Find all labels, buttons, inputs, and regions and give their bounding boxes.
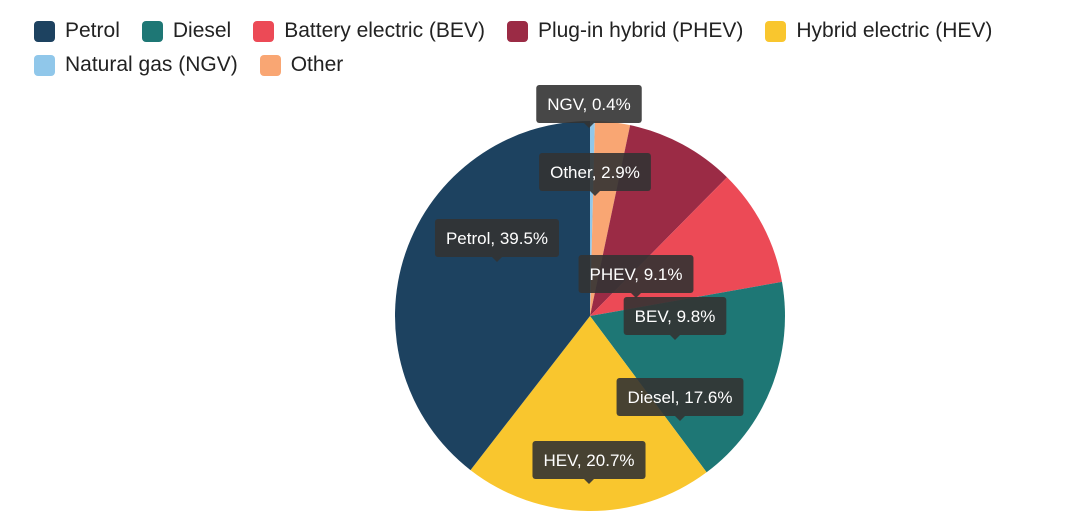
- pie-slice-petrol[interactable]: [395, 121, 590, 471]
- slice-label-pointer-bev: [670, 335, 680, 340]
- slice-label-pointer-other: [590, 191, 600, 196]
- legend-label-bev: Battery electric (BEV): [284, 19, 485, 42]
- legend-swatch-diesel: [141, 20, 163, 42]
- slice-label-box-petrol: [434, 219, 560, 257]
- slice-label-box-phev: [578, 255, 694, 293]
- slice-label-other: Other, 2.9%: [539, 153, 651, 196]
- slice-label-box-hev: [532, 441, 646, 479]
- slice-label-box-bev: [623, 297, 727, 335]
- legend-swatch-ngv: [34, 54, 55, 76]
- slice-label-petrol: Petrol, 39.5%: [434, 219, 560, 262]
- slice-label-box-ngv: [536, 85, 642, 123]
- slice-label-text-diesel: Diesel, 17.6%: [628, 388, 733, 407]
- slice-label-pointer-petrol: [492, 257, 502, 262]
- slice-label-hev: HEV, 20.7%: [532, 441, 646, 484]
- legend-swatch-hev: [765, 20, 787, 42]
- slice-label-pointer-hev: [584, 479, 594, 484]
- legend-swatch-other: [259, 54, 281, 76]
- legend-label-petrol: Petrol: [65, 19, 120, 42]
- legend-item-hev[interactable]: Hybrid electric (HEV): [765, 18, 992, 44]
- slice-label-phev: PHEV, 9.1%: [578, 255, 694, 298]
- slice-label-text-ngv: NGV, 0.4%: [547, 95, 630, 114]
- slice-label-pointer-phev: [631, 293, 641, 298]
- slice-label-diesel: Diesel, 17.6%: [616, 378, 744, 421]
- slice-label-bev: BEV, 9.8%: [623, 297, 727, 340]
- slice-label-text-other: Other, 2.9%: [550, 163, 640, 182]
- slice-label-pointer-diesel: [675, 416, 685, 421]
- legend-label-other: Other: [290, 53, 344, 76]
- slice-label-pointer-ngv: [584, 123, 594, 128]
- legend-label-hev: Hybrid electric (HEV): [796, 19, 993, 42]
- legend-swatch-bev: [253, 20, 275, 42]
- slice-label-text-hev: HEV, 20.7%: [543, 451, 634, 470]
- legend-label-phev: Plug-in hybrid (PHEV): [537, 19, 744, 42]
- legend-swatch-petrol: [34, 20, 55, 42]
- pie-slice-hev[interactable]: [470, 316, 707, 512]
- legend-item-phev[interactable]: Plug-in hybrid (PHEV): [506, 18, 744, 44]
- legend-item-diesel[interactable]: Diesel: [141, 18, 232, 44]
- legend-item-petrol[interactable]: Petrol: [34, 18, 120, 44]
- slice-label-text-petrol: Petrol, 39.5%: [446, 229, 548, 248]
- slice-label-text-phev: PHEV, 9.1%: [590, 265, 683, 284]
- slice-labels: NGV, 0.4% Other, 2.9% PHEV, 9.1% BEV, 9.8% D…: [434, 85, 744, 484]
- legend-label-ngv: Natural gas (NGV): [65, 53, 238, 76]
- legend-item-bev[interactable]: Battery electric (BEV): [253, 18, 485, 44]
- chart-legend: Petrol Diesel Battery electric (BEV) Plu…: [34, 18, 1074, 78]
- slice-label-box-diesel: [616, 378, 744, 416]
- legend-swatch-phev: [506, 20, 528, 42]
- legend-item-ngv[interactable]: Natural gas (NGV): [34, 52, 238, 78]
- legend-label-diesel: Diesel: [172, 19, 232, 42]
- slice-label-ngv: NGV, 0.4%: [536, 85, 642, 128]
- slice-label-box-other: [539, 153, 651, 191]
- slice-label-text-bev: BEV, 9.8%: [635, 307, 716, 326]
- legend-item-other[interactable]: Other: [259, 52, 344, 78]
